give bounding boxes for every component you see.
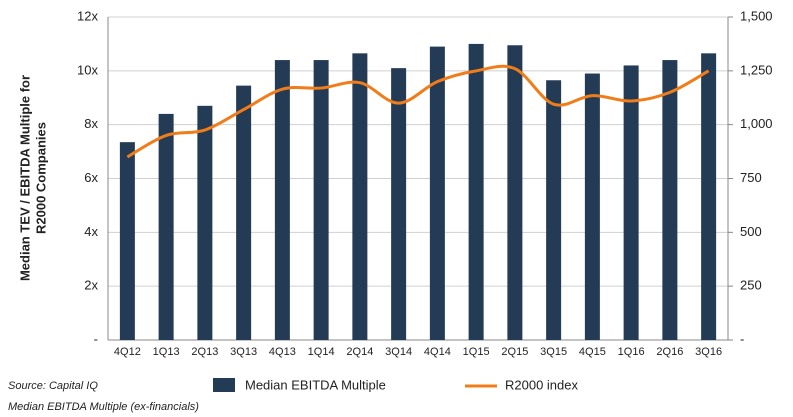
legend-label: R2000 index bbox=[505, 377, 578, 392]
bar bbox=[468, 43, 484, 341]
bar bbox=[546, 80, 562, 341]
y2-tick-label: - bbox=[740, 331, 744, 346]
bar bbox=[429, 46, 445, 340]
x-tick-label: 4Q12 bbox=[114, 346, 141, 358]
y-tick-label: 8x bbox=[84, 116, 98, 131]
x-tick-label: 2Q15 bbox=[501, 346, 528, 358]
bar bbox=[158, 113, 174, 341]
line-series bbox=[126, 64, 710, 159]
x-tick-label: 2Q13 bbox=[191, 346, 218, 358]
x-tick-label: 1Q13 bbox=[153, 346, 180, 358]
y2-tick-label: 250 bbox=[740, 278, 762, 293]
footnote: Median EBITDA Multiple (ex-financials) bbox=[8, 401, 199, 413]
legend-swatch bbox=[213, 378, 235, 392]
bar bbox=[584, 73, 600, 341]
bar bbox=[313, 60, 329, 341]
bar bbox=[119, 142, 135, 340]
x-tick-label: 3Q14 bbox=[385, 346, 412, 358]
y-tick-label: 10x bbox=[77, 62, 98, 77]
bar bbox=[662, 60, 678, 341]
y-tick-label: 12x bbox=[77, 8, 98, 23]
y2-tick-label: 1,000 bbox=[740, 116, 773, 131]
bar bbox=[623, 65, 639, 340]
y2-tick-label: 1,250 bbox=[740, 62, 773, 77]
x-tick-label: 3Q13 bbox=[230, 346, 257, 358]
bar bbox=[701, 53, 717, 341]
bar bbox=[352, 53, 368, 341]
y-axis-label: Median TEV / EBITDA Multiple for bbox=[17, 75, 32, 281]
bar bbox=[507, 45, 523, 340]
y-tick-label: - bbox=[94, 331, 98, 346]
y-tick-label: 2x bbox=[84, 278, 98, 293]
x-tick-label: 3Q16 bbox=[695, 346, 722, 358]
x-tick-label: 1Q14 bbox=[308, 346, 335, 358]
legend-label: Median EBITDA Multiple bbox=[245, 377, 386, 392]
x-tick-label: 1Q15 bbox=[463, 346, 490, 358]
y2-tick-label: 750 bbox=[740, 170, 762, 185]
x-tick-label: 1Q16 bbox=[618, 346, 645, 358]
bar bbox=[197, 105, 213, 340]
x-tick-label: 4Q14 bbox=[424, 346, 451, 358]
y2-tick-label: 500 bbox=[740, 224, 762, 239]
x-tick-label: 4Q15 bbox=[579, 346, 606, 358]
x-tick-label: 2Q14 bbox=[346, 346, 373, 358]
y-axis-label: R2000 Companies bbox=[33, 122, 48, 234]
y-tick-label: 6x bbox=[84, 170, 98, 185]
footnote: Source: Capital IQ bbox=[8, 380, 98, 392]
y2-tick-label: 1,500 bbox=[740, 8, 773, 23]
bar bbox=[236, 85, 252, 340]
x-tick-label: 3Q15 bbox=[540, 346, 567, 358]
bar bbox=[391, 68, 407, 341]
bar bbox=[274, 60, 290, 341]
x-tick-label: 4Q13 bbox=[269, 346, 296, 358]
x-tick-label: 2Q16 bbox=[656, 346, 683, 358]
y-tick-label: 4x bbox=[84, 224, 98, 239]
